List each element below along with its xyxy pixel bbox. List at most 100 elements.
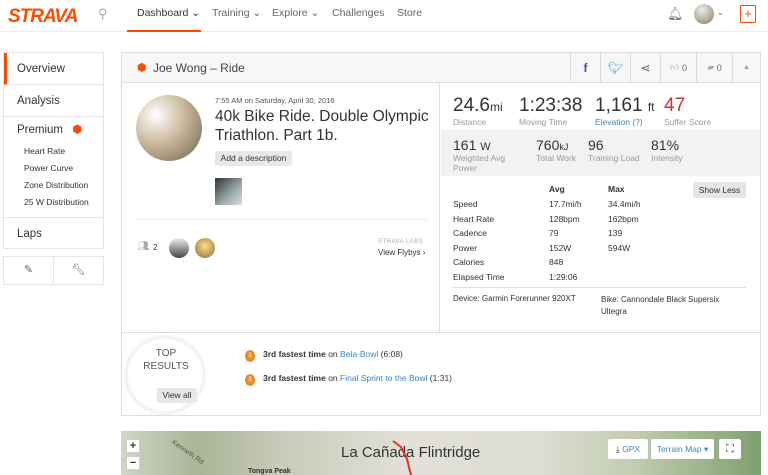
fullscreen-icon[interactable]: ⛶: [719, 439, 741, 459]
premium-shield-icon: ⬢: [137, 62, 147, 74]
group-athletes-icon: 👥︎: [137, 241, 150, 252]
result-time: (1:31): [427, 373, 453, 383]
row-label: Speed: [453, 199, 478, 209]
add-description-button[interactable]: Add a description: [215, 151, 292, 166]
stat-label: Intensity: [651, 153, 683, 163]
stat-total-work: 760kJ Total Work: [536, 137, 576, 163]
view-flybys-link[interactable]: View Flybys ›: [378, 248, 426, 257]
stat-moving-time: 1:23:38 Moving Time: [519, 95, 582, 127]
row-avg: 1:29:06: [549, 271, 578, 282]
divider: [137, 219, 429, 220]
activity-header: ⬢ Joe Wong – Ride f 🐦︎ ⋖ 👍︎ 0 ▰ 0 ▲: [122, 53, 760, 83]
sidebar-sub-heart-rate[interactable]: Heart Rate: [24, 146, 66, 156]
stat-unit: W: [480, 141, 491, 153]
stat-unit: mi: [489, 100, 503, 114]
activity-name[interactable]: 40k Bike Ride. Double Olympic Triathlon.…: [215, 108, 429, 144]
stat-distance: 24.6mi Distance: [453, 95, 503, 127]
sidebar-item-laps[interactable]: Laps: [17, 228, 42, 240]
row-avg: 128bpm: [549, 213, 580, 224]
segment-link[interactable]: Final Sprint to the Bowl: [340, 373, 428, 383]
nav-dashboard[interactable]: Dashboard ⌄: [127, 0, 201, 32]
row-label: Calories: [453, 257, 485, 267]
map-zoom-in[interactable]: +: [126, 439, 140, 453]
stats-row: Heart Rate 128bpm 162bpm: [453, 214, 743, 229]
result-rank: 3rd fastest time: [263, 373, 326, 383]
row-label: Heart Rate: [453, 213, 495, 224]
download-icon: ⤓: [615, 444, 620, 454]
strava-logo[interactable]: STRAVA: [8, 6, 78, 27]
sidebar-sub-zone-distribution[interactable]: Zone Distribution: [24, 180, 89, 190]
map-place-label: La Cañada Flintridge: [341, 444, 481, 461]
activity-photo[interactable]: [215, 178, 242, 205]
title-line: RESULTS: [143, 361, 189, 372]
top-nav: STRAVA ⚲ Dashboard ⌄ Training ⌄ Explore …: [0, 0, 768, 32]
wrench-icon[interactable]: 🔧︎: [71, 264, 86, 276]
device-info: Device: Garmin Forerunner 920XT: [453, 294, 576, 303]
thumbs-up-icon: 👍︎: [670, 62, 680, 72]
sidebar-item-premium[interactable]: Premium: [17, 124, 64, 136]
edit-pencil-icon[interactable]: ✎: [4, 257, 54, 284]
nav-explore[interactable]: Explore ⌄: [272, 7, 320, 19]
route-line: [392, 440, 412, 475]
stat-intensity: 81% Intensity: [651, 137, 683, 163]
map-peak-label: Tongva Peak: [248, 468, 291, 475]
laurel-icon: [124, 335, 206, 415]
stat-unit: ft: [647, 100, 655, 114]
activity-date: 7:55 AM on Saturday, April 30, 2016: [215, 96, 335, 105]
search-icon[interactable]: ⚲: [98, 6, 108, 21]
activity-header-title: Joe Wong – Ride: [153, 61, 245, 75]
show-less-button[interactable]: Show Less: [693, 182, 746, 198]
facebook-share-button[interactable]: f: [570, 53, 600, 82]
sidebar-sub-power-curve[interactable]: Power Curve: [24, 163, 74, 173]
view-all-button[interactable]: View all: [157, 388, 197, 403]
athlete-avatar[interactable]: [136, 95, 202, 161]
nav-challenges[interactable]: Challenges: [332, 7, 385, 19]
result-item: 3 3rd fastest time on Final Sprint to the…: [245, 372, 452, 396]
stat-value: 1:23:38: [519, 95, 583, 116]
gpx-download-button[interactable]: ⤓ GPX: [608, 439, 648, 459]
secondary-stats: 161 W Weighted Avg Power 760kJ Total Work …: [441, 130, 760, 176]
row-max: 162bpm: [608, 213, 639, 224]
sidebar-item-analysis[interactable]: Analysis: [4, 85, 103, 117]
athletes-count: 2: [153, 243, 158, 252]
elevation-help-link[interactable]: Elevation (?): [595, 117, 643, 127]
twitter-share-button[interactable]: 🐦︎: [600, 53, 630, 82]
upload-plus-button[interactable]: +: [740, 5, 756, 23]
row-label: Power: [453, 242, 478, 253]
result-on: on: [325, 373, 341, 383]
divider: [453, 287, 746, 288]
row-avg: 79: [549, 228, 559, 238]
stats-row: Calories 848: [453, 257, 743, 272]
sidebar-item-overview[interactable]: Overview: [4, 53, 103, 85]
stat-elevation: 1,161 ft Elevation (?): [595, 95, 655, 127]
stat-value: 1,161: [595, 95, 643, 116]
chevron-down-icon[interactable]: ⌄: [717, 8, 724, 17]
athlete-avatar-2[interactable]: [195, 238, 215, 258]
segment-link[interactable]: Bela-Bowl: [340, 349, 379, 359]
athlete-avatar-1[interactable]: [169, 238, 189, 258]
stat-value: 24.6: [453, 95, 490, 116]
sidebar-tools: ✎ 🔧︎: [3, 256, 104, 285]
route-map[interactable]: + − Kenneth Rd Tongva Peak La Cañada Fli…: [121, 431, 761, 475]
row-avg: 848: [549, 257, 564, 267]
comment-button[interactable]: ▰ 0: [696, 53, 732, 82]
sidebar-sub-25w-distribution[interactable]: 25 W Distribution: [24, 197, 89, 207]
results-list: 3 3rd fastest time on Bela-Bowl (6:08) 3 3r…: [245, 348, 452, 396]
stat-value: 81%: [651, 137, 680, 153]
share-icon[interactable]: ⋖: [630, 53, 660, 82]
stats-row: Speed 17.7mi/h 34.4mi/h: [453, 199, 743, 214]
map-type-select[interactable]: Terrain Map ▾: [651, 439, 714, 459]
nav-training[interactable]: Training ⌄: [212, 7, 262, 19]
collapse-caret-icon[interactable]: ▲: [732, 53, 760, 82]
bell-icon[interactable]: 🔔︎: [667, 6, 684, 21]
avatar[interactable]: [694, 4, 714, 24]
premium-shield-icon: ⬢: [72, 124, 83, 136]
kudos-button[interactable]: 👍︎ 0: [660, 53, 696, 82]
activity-card: ⬢ Joe Wong – Ride f 🐦︎ ⋖ 👍︎ 0 ▰ 0 ▲ 7:55…: [121, 52, 761, 416]
medal-icon: 3: [245, 350, 255, 362]
stat-label: Suffer Score: [664, 117, 712, 127]
bike-info[interactable]: Bike: Cannondale Black Supersix Ultegra: [601, 295, 720, 316]
map-zoom-out[interactable]: −: [126, 456, 140, 470]
nav-store[interactable]: Store: [397, 7, 423, 19]
stats-table: Speed 17.7mi/h 34.4mi/h Heart Rate 128bpm 162…: [453, 199, 743, 286]
